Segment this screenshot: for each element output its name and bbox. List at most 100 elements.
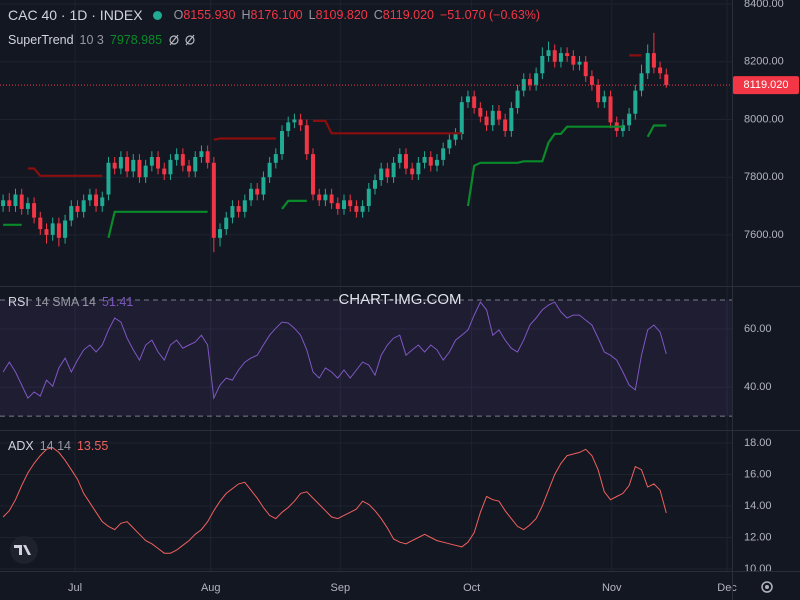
y-tick-label: 8400.00 [744, 0, 784, 10]
candle-body [261, 177, 266, 195]
candle-body [348, 200, 353, 207]
candle-body [664, 74, 669, 86]
y-tick-label: 12.00 [744, 531, 772, 543]
candle-body [230, 206, 235, 218]
candle-body [577, 61, 582, 65]
indicator-name: SuperTrend [8, 33, 74, 47]
candle-body [118, 156, 123, 169]
candle-body [521, 79, 526, 91]
candle-body [335, 203, 340, 209]
candle-body [174, 154, 179, 160]
main-legend: CAC 40 · 1D · INDEX O8155.930 H8176.100 L8… [8, 7, 540, 23]
band-fill [0, 300, 732, 417]
candle-body [317, 194, 322, 201]
ohlc-value: 8119.020 [382, 8, 434, 22]
candle-body [651, 53, 656, 68]
candle-body [639, 73, 644, 91]
candle-body [75, 206, 80, 212]
candle-body [472, 96, 477, 108]
ohlc-label: O [173, 8, 184, 22]
x-tick-label: Jul [68, 582, 82, 594]
candle-body [149, 156, 154, 166]
candle-body [422, 156, 427, 163]
x-tick-label: Nov [602, 582, 622, 594]
candle-body [509, 107, 514, 132]
candle-body [112, 162, 117, 169]
candle-body [441, 148, 446, 160]
rsi-legend: RSI 14 SMA 14 51.41 [8, 295, 133, 309]
candle-body [596, 84, 601, 103]
indicator-icons [169, 34, 195, 46]
ohlc-value: 8155.930 [183, 8, 236, 22]
candle-body [19, 194, 24, 209]
candle-body [465, 96, 470, 103]
x-tick-label: Dec [717, 582, 737, 594]
candle-body [25, 203, 30, 209]
candle-body [391, 162, 396, 178]
candle-body [292, 119, 297, 123]
candle-body [13, 194, 18, 207]
candle-body [416, 162, 421, 175]
candle-body [38, 217, 43, 230]
candle-body [44, 229, 49, 235]
candle-body [311, 154, 316, 195]
candle-body [385, 168, 390, 178]
candle-body [447, 139, 452, 149]
candle-body [478, 107, 483, 117]
candle-body [366, 188, 371, 207]
candle-body [273, 154, 278, 163]
candle-body [224, 217, 229, 230]
supertrend-legend: SuperTrend 10 3 7978.985 [8, 33, 198, 47]
candle-body [571, 55, 576, 65]
candle-body [255, 188, 260, 195]
candle-body [32, 203, 37, 218]
y-tick-label: 60.00 [744, 323, 772, 335]
candle-body [280, 131, 285, 155]
candle-body [242, 200, 247, 212]
indicator-value: 7978.985 [109, 33, 163, 47]
candle-body [193, 156, 198, 172]
candle-body [484, 116, 489, 126]
candle-body [496, 110, 501, 120]
candle-body [298, 119, 303, 126]
candle-body [453, 133, 458, 140]
y-tick-label: 10.00 [744, 563, 772, 575]
candle-body [552, 50, 557, 62]
indicator-value: 51.41 [102, 295, 134, 309]
candle-body [410, 168, 415, 175]
candle-body [558, 53, 563, 62]
ohlc-item: L8109.820 [309, 8, 368, 22]
candle-body [63, 220, 68, 238]
symbol-title: CAC 40 · 1D · INDEX [8, 7, 143, 23]
candle-body [540, 55, 545, 74]
last-price-label: 8119.020 [743, 79, 788, 91]
indicator-value: 13.55 [76, 439, 109, 453]
indicator-line [2, 301, 667, 400]
candle-body [94, 194, 99, 207]
candle-body [143, 165, 148, 178]
candle-body [341, 200, 346, 209]
candle-body [286, 122, 291, 132]
ohlc-item: H8176.100 [241, 8, 302, 22]
candle-body [627, 113, 632, 126]
candle-body [236, 206, 241, 212]
candle-body [162, 168, 167, 175]
y-tick-label: 18.00 [744, 437, 772, 449]
candle-body [459, 102, 464, 134]
candle-body [645, 53, 650, 74]
indicator-params: 14 14 [39, 439, 71, 453]
y-tick-label: 16.00 [744, 468, 772, 480]
candle-body [546, 50, 551, 56]
y-tick-label: 7600.00 [744, 229, 784, 241]
candle-body [267, 162, 272, 178]
candle-body [187, 165, 192, 172]
supertrend-line [3, 124, 667, 239]
settings-icon[interactable] [761, 581, 773, 593]
candle-body [56, 223, 61, 238]
candle-body [589, 76, 594, 85]
ohlc-label: L [308, 8, 316, 22]
candle-body [602, 96, 607, 103]
candle-body [218, 229, 223, 238]
y-tick-label: 8200.00 [744, 56, 784, 68]
